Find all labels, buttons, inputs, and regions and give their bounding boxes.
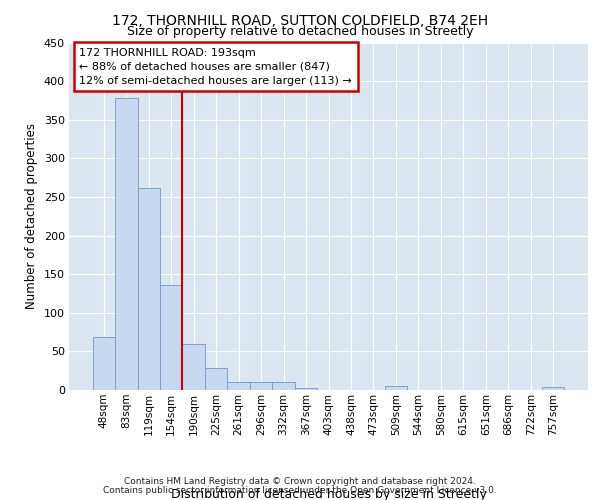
Bar [92, 338, 115, 390]
X-axis label: Distribution of detached houses by size in Streetly: Distribution of detached houses by size … [170, 488, 487, 500]
Bar [160, 285, 182, 390]
Text: 172, THORNHILL ROAD, SUTTON COLDFIELD, B74 2EH: 172, THORNHILL ROAD, SUTTON COLDFIELD, B… [112, 14, 488, 28]
Bar [542, 387, 565, 390]
Bar [295, 388, 317, 390]
Bar [272, 382, 295, 390]
Y-axis label: Number of detached properties: Number of detached properties [25, 123, 38, 309]
Bar [115, 98, 137, 390]
Bar [137, 188, 160, 390]
Bar [227, 382, 250, 390]
Bar [182, 344, 205, 390]
Bar [250, 382, 272, 390]
Text: Contains HM Land Registry data © Crown copyright and database right 2024.: Contains HM Land Registry data © Crown c… [124, 478, 476, 486]
Text: Size of property relative to detached houses in Streetly: Size of property relative to detached ho… [127, 25, 473, 38]
Text: Contains public sector information licensed under the Open Government Licence v3: Contains public sector information licen… [103, 486, 497, 495]
Text: 172 THORNHILL ROAD: 193sqm
← 88% of detached houses are smaller (847)
12% of sem: 172 THORNHILL ROAD: 193sqm ← 88% of deta… [79, 48, 352, 86]
Bar [385, 386, 407, 390]
Bar [205, 368, 227, 390]
